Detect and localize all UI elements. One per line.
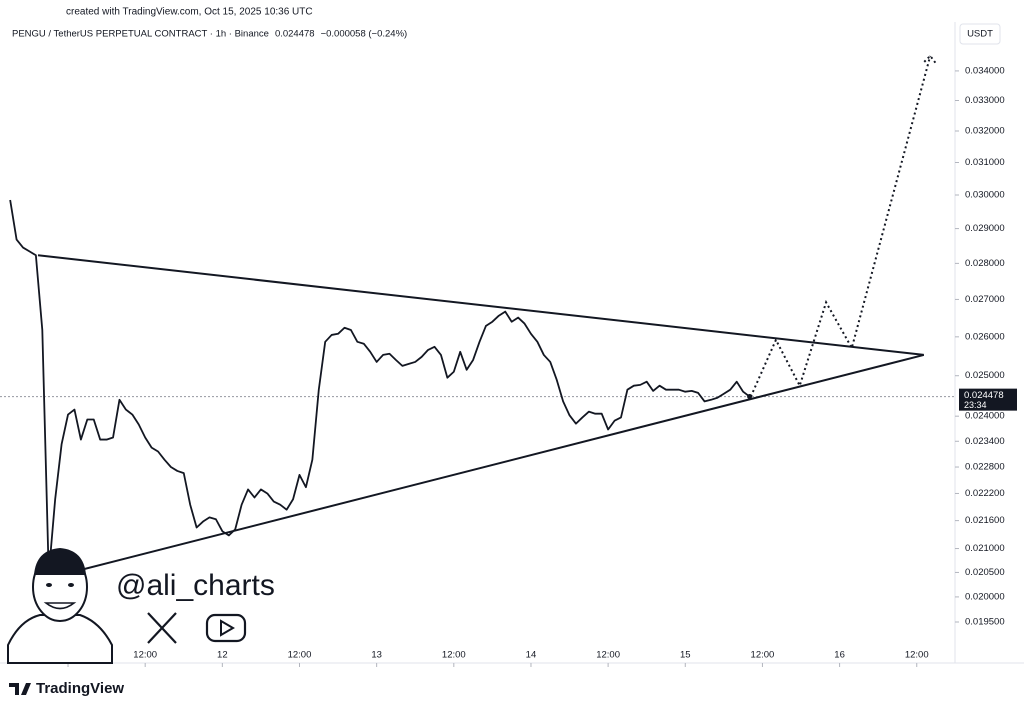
- countdown: 23:34: [964, 400, 987, 410]
- y-tick-label: 0.019500: [965, 617, 1005, 628]
- x-tick-label: 13: [371, 650, 382, 661]
- y-tick-label: 0.030000: [965, 190, 1005, 201]
- y-tick-label: 0.028000: [965, 258, 1005, 269]
- price-change: −0.000058 (−0.24%): [321, 29, 408, 40]
- y-tick-label: 0.020000: [965, 591, 1005, 602]
- x-tick-label: 12:00: [133, 650, 157, 661]
- x-tick-label: 12:00: [905, 650, 929, 661]
- currency[interactable]: USDT: [967, 29, 993, 40]
- x-tick-label: 12:00: [442, 650, 466, 661]
- x-tick-label: 12: [217, 650, 228, 661]
- last-point: [747, 394, 753, 400]
- y-tick-label: 0.022200: [965, 488, 1005, 499]
- price-label: 0.024478: [964, 390, 1004, 401]
- arrow-head: [923, 54, 938, 65]
- credit: created with TradingView.com, Oct 15, 20…: [66, 7, 313, 18]
- y-tick-label: 0.023400: [965, 436, 1005, 447]
- y-tick-label: 0.033000: [965, 95, 1005, 106]
- avatar: [7, 548, 113, 664]
- last-price-header: 0.024478: [275, 29, 315, 40]
- footer-logo[interactable]: TradingView: [9, 680, 124, 697]
- y-tick-label: 0.021000: [965, 543, 1005, 554]
- y-tick-label: 0.034000: [965, 65, 1005, 76]
- x-logo: [147, 612, 177, 644]
- price-line: [9, 199, 751, 576]
- x-tick-label: 12:00: [751, 650, 775, 661]
- y-tick-label: 0.020500: [965, 567, 1005, 578]
- y-tick-label: 0.031000: [965, 157, 1005, 168]
- drawing-line: [749, 55, 932, 397]
- y-tick-label: 0.024000: [965, 411, 1005, 422]
- footer-brand[interactable]: TradingView: [36, 680, 124, 697]
- y-tick-label: 0.029000: [965, 223, 1005, 234]
- y-tick-label: 0.027000: [965, 294, 1005, 305]
- watermark-handle: @ali_charts: [116, 569, 275, 602]
- y-tick-label: 0.032000: [965, 126, 1005, 137]
- currency-box[interactable]: [959, 23, 1001, 45]
- y-tick-label: 0.026000: [965, 331, 1005, 342]
- youtube-logo: [205, 613, 247, 643]
- symbol-title: PENGU / TetherUS PERPETUAL CONTRACT · 1h…: [12, 29, 269, 40]
- y-tick-label: 0.025000: [965, 370, 1005, 381]
- price-label-box: [959, 388, 1017, 411]
- x-tick-label: 16: [834, 650, 845, 661]
- x-tick-label: 12:00: [288, 650, 312, 661]
- y-tick-label: 0.021600: [965, 515, 1005, 526]
- drawing-line: [51, 353, 925, 579]
- x-tick-label: 15: [680, 650, 691, 661]
- x-tick-label: 12:00: [596, 650, 620, 661]
- x-tick-label: 14: [526, 650, 537, 661]
- y-tick-label: 0.022800: [965, 462, 1005, 473]
